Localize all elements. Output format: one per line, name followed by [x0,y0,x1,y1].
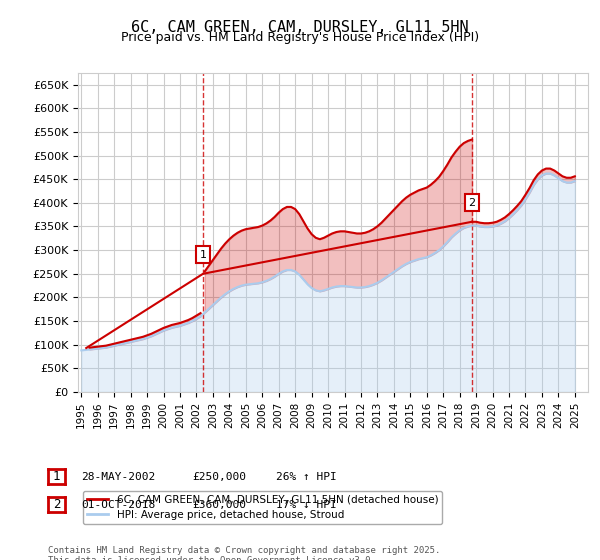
Text: 28-MAY-2002: 28-MAY-2002 [81,472,155,482]
Text: 1: 1 [53,470,60,483]
Legend: 6C, CAM GREEN, CAM, DURSLEY, GL11 5HN (detached house), HPI: Average price, deta: 6C, CAM GREEN, CAM, DURSLEY, GL11 5HN (d… [83,491,442,524]
Text: 1: 1 [200,250,206,260]
Text: 2: 2 [469,198,476,208]
Text: 26% ↑ HPI: 26% ↑ HPI [276,472,337,482]
Text: £360,000: £360,000 [192,500,246,510]
Text: 2: 2 [53,498,60,511]
Text: 17% ↓ HPI: 17% ↓ HPI [276,500,337,510]
Text: 01-OCT-2018: 01-OCT-2018 [81,500,155,510]
Text: Contains HM Land Registry data © Crown copyright and database right 2025.
This d: Contains HM Land Registry data © Crown c… [48,546,440,560]
Text: Price paid vs. HM Land Registry's House Price Index (HPI): Price paid vs. HM Land Registry's House … [121,31,479,44]
Text: 6C, CAM GREEN, CAM, DURSLEY, GL11 5HN: 6C, CAM GREEN, CAM, DURSLEY, GL11 5HN [131,20,469,35]
Text: £250,000: £250,000 [192,472,246,482]
